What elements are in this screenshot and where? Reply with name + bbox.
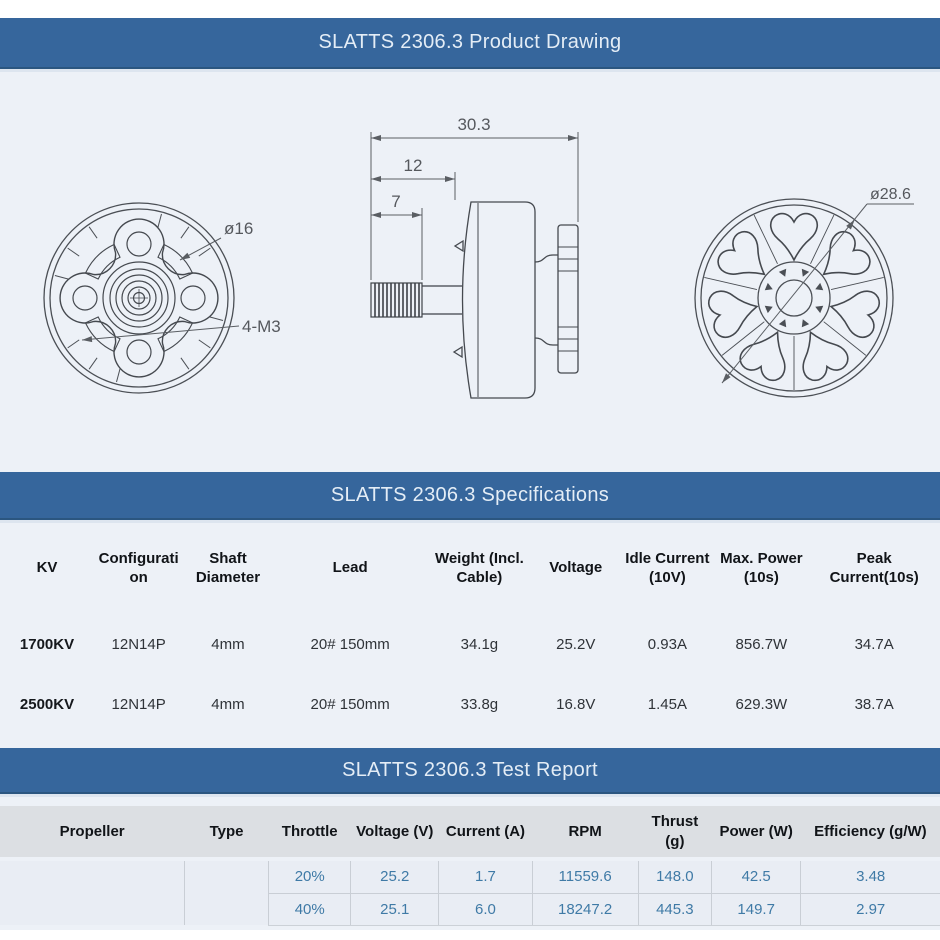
test-cell-voltage: 25.1 [350,892,439,926]
side-view-drawing: 30.3 12 7 [370,115,579,399]
spec-cell-kv: 1700KV [19,635,75,653]
test-col-voltage: Voltage (V) [350,806,439,857]
specs-col-peak-current: Peak Current(10s) [829,549,919,587]
test-report-table: Propeller Type Throttle Voltage (V) Curr… [0,806,940,926]
test-cell-power: 42.5 [711,861,801,893]
test-cell-thrust: 445.3 [637,892,712,926]
test-cell-power: 149.7 [711,892,801,926]
test-cell-voltage: 25.2 [350,861,439,893]
specs-row-2500kv: 2500KV 12N14P 4mm 20# 150mm 33.8g 16.8V … [0,674,940,734]
specs-col-lead: Lead [332,559,368,577]
spec-cell-weight: 34.1g [460,635,499,653]
test-cell-efficiency: 2.97 [800,892,940,926]
front-bolt-circle-label: ø16 [224,219,253,238]
specs-col-configuration: Configuration [98,549,179,587]
front-view-drawing: ø16 4-M3 [43,202,281,394]
spec-cell-shaft: 4mm [211,695,245,713]
spec-cell-max-power: 856.7W [735,635,788,653]
test-col-power: Power (W) [711,806,801,857]
test-cell-rpm: 11559.6 [531,861,639,893]
specs-col-voltage: Voltage [549,559,603,577]
spec-cell-shaft: 4mm [211,635,245,653]
test-col-current: Current (A) [438,806,532,857]
spec-cell-lead: 20# 150mm [310,635,390,653]
test-cell-rpm: 18247.2 [531,892,639,926]
test-col-efficiency: Efficiency (g/W) [800,806,940,857]
specs-col-kv: KV [36,559,58,577]
side-thread-length-dim: 7 [391,192,400,211]
spec-cell-lead: 20# 150mm [310,695,390,713]
test-col-thrust: Thrust (g) [638,806,712,857]
test-header-row: Propeller Type Throttle Voltage (V) Curr… [0,806,940,857]
test-cell-propeller [0,861,185,925]
rear-view-drawing: ø28.6 [694,186,914,398]
drawing-section-title: SLATTS 2306.3 Product Drawing [318,31,622,53]
specs-col-shaft-diameter: Shaft Diameter [195,549,261,587]
test-row-20pct: 20% 25.2 1.7 11559.6 148.0 42.5 3.48 [0,861,940,925]
test-cell-current: 6.0 [438,892,532,926]
test-col-throttle: Throttle [268,806,351,857]
specs-col-idle-current: Idle Current (10V) [625,549,710,587]
spec-cell-voltage: 25.2V [556,635,596,653]
test-cell-type [183,861,269,925]
test-section-title: SLATTS 2306.3 Test Report [342,758,598,781]
specs-col-max-power: Max. Power (10s) [720,549,803,587]
specs-section-header: SLATTS 2306.3 Specifications [0,472,940,518]
rear-diameter-label: ø28.6 [870,186,911,203]
spec-cell-max-power: 629.3W [735,695,788,713]
test-cell-current: 1.7 [438,861,532,893]
test-col-propeller: Propeller [0,806,185,857]
test-cell-efficiency: 3.48 [800,861,940,893]
specs-row-1700kv: 1700KV 12N14P 4mm 20# 150mm 34.1g 25.2V … [0,614,940,674]
spec-cell-peak-current: 34.7A [854,635,894,653]
test-col-rpm: RPM [532,806,639,857]
spec-cell-configuration: 12N14P [111,635,166,653]
specs-header-row: KV Configuration Shaft Diameter Lead Wei… [0,522,940,614]
side-overall-length-dim: 30.3 [457,115,490,134]
test-row-40pct: 40% 25.1 6.0 18247.2 445.3 149.7 2.97 [0,892,940,926]
spec-cell-weight: 33.8g [460,695,499,713]
test-cell-throttle: 20% [268,861,351,893]
test-cell-thrust: 148.0 [637,861,712,893]
front-mount-holes-label: 4-M3 [242,317,281,336]
specs-section-title: SLATTS 2306.3 Specifications [330,483,610,506]
spec-cell-kv: 2500KV [19,695,75,713]
specs-table: KV Configuration Shaft Diameter Lead Wei… [0,522,940,734]
spec-cell-idle-current: 1.45A [647,695,687,713]
test-cell-throttle: 40% [268,892,351,926]
drawing-section-header: SLATTS 2306.3 Product Drawing [0,18,940,67]
spec-cell-configuration: 12N14P [111,695,166,713]
spec-cell-idle-current: 0.93A [647,635,687,653]
spec-cell-voltage: 16.8V [556,695,596,713]
spec-cell-peak-current: 38.7A [854,695,894,713]
test-col-type: Type [184,806,269,857]
test-section-header: SLATTS 2306.3 Test Report [0,748,940,792]
specs-col-weight: Weight (Incl. Cable) [434,549,524,587]
side-shaft-length-dim: 12 [404,156,423,175]
